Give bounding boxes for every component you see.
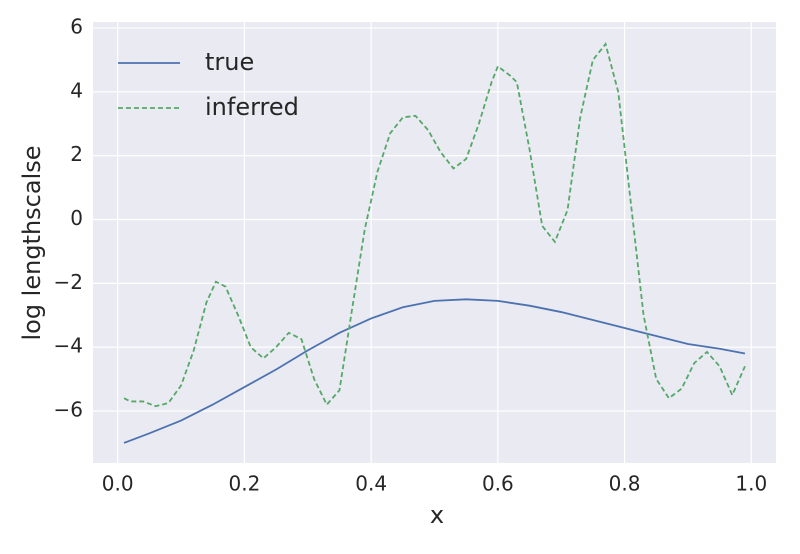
x-tick-label: 0.0 — [102, 472, 134, 496]
plot-area — [93, 22, 776, 463]
line-series — [123, 298, 746, 444]
y-tick-label: −6 — [54, 397, 83, 421]
y-axis-label: log lengthscalse — [18, 145, 46, 340]
y-tick-label: 4 — [70, 78, 83, 102]
y-tick-label: 6 — [70, 15, 83, 39]
x-tick-label: 0.2 — [229, 472, 261, 496]
y-tick-label: −2 — [54, 270, 83, 294]
legend-label: inferred — [205, 93, 299, 121]
x-tick-label: 1.0 — [735, 472, 767, 496]
y-tick-label: 0 — [70, 206, 83, 230]
x-tick-label: 0.6 — [482, 472, 514, 496]
line-series — [123, 42, 746, 408]
x-tick-label: 0.8 — [609, 472, 641, 496]
legend-label: true — [205, 48, 254, 76]
x-axis-label: x — [430, 501, 444, 529]
y-tick-label: −4 — [54, 334, 83, 358]
x-tick-label: 0.4 — [355, 472, 387, 496]
y-tick-label: 2 — [70, 142, 83, 166]
